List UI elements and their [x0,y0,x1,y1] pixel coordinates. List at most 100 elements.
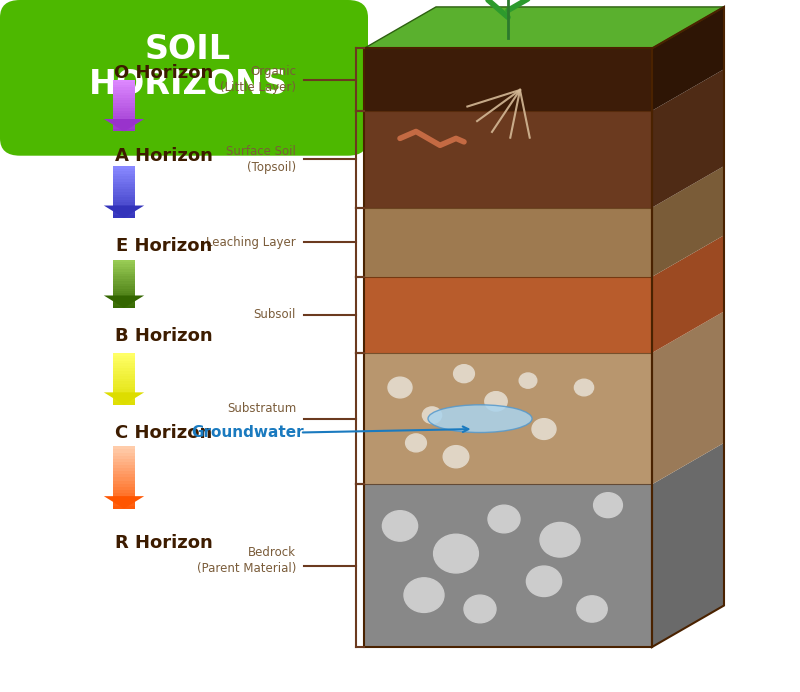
Bar [113,502,135,505]
Bar [113,269,135,271]
Bar [113,505,135,509]
Bar [113,480,135,484]
Bar [113,87,135,90]
Bar [364,208,652,277]
Bar [113,192,135,194]
Bar [113,260,135,262]
Text: R Horizon: R Horizon [115,534,213,552]
Polygon shape [652,166,724,277]
Bar [113,200,135,202]
Bar [113,376,135,379]
Bar [113,169,135,172]
Circle shape [532,419,556,439]
Text: Leaching Layer: Leaching Layer [206,236,296,248]
Bar [113,384,135,387]
Text: B Horizon: B Horizon [115,327,213,345]
Ellipse shape [428,405,532,432]
Bar [113,98,135,100]
Bar [113,477,135,480]
Bar [113,400,135,402]
Polygon shape [652,443,724,647]
Text: Substratum: Substratum [226,402,296,415]
Bar [113,298,135,300]
Bar [113,471,135,475]
Bar [113,116,135,118]
Text: Bedrock
(Parent Material): Bedrock (Parent Material) [197,546,296,575]
Bar [113,453,135,456]
Circle shape [485,392,507,411]
Bar [113,82,135,85]
Bar [113,202,135,205]
Bar [113,366,135,368]
Bar [113,500,135,502]
Polygon shape [104,295,144,308]
Bar [113,176,135,179]
Bar [364,48,652,111]
Bar [113,475,135,477]
Bar [113,353,135,356]
Circle shape [540,522,580,557]
Circle shape [406,434,426,452]
Circle shape [594,493,622,518]
Bar [113,374,135,376]
Bar [113,392,135,394]
Bar [113,289,135,291]
Bar [113,358,135,361]
Bar [364,353,652,484]
Bar [113,187,135,190]
Bar [113,90,135,93]
Text: O Horizon: O Horizon [114,64,214,82]
Bar [113,111,135,113]
Polygon shape [104,206,144,218]
Bar [113,462,135,465]
Text: E Horizon: E Horizon [116,237,212,255]
Bar [113,103,135,105]
Polygon shape [652,235,724,353]
Bar [113,284,135,286]
Bar [113,215,135,218]
Bar [113,274,135,277]
Bar [113,306,135,308]
Circle shape [574,379,594,396]
Bar [364,111,652,208]
Polygon shape [104,496,144,509]
Circle shape [519,373,537,388]
Bar [113,484,135,487]
Text: SOIL
HORIZONS: SOIL HORIZONS [89,33,287,102]
Bar [113,363,135,366]
Text: Groundwater: Groundwater [192,425,304,440]
Bar [113,300,135,303]
Bar [113,172,135,174]
Bar [113,368,135,371]
Bar [113,113,135,116]
Bar [113,361,135,363]
Circle shape [422,407,442,424]
Bar [113,174,135,176]
Bar [113,296,135,298]
Bar [113,303,135,306]
Bar [113,496,135,500]
Bar [113,184,135,187]
Bar [113,208,135,210]
FancyBboxPatch shape [0,0,368,156]
Circle shape [577,596,607,622]
Bar [113,121,135,124]
Text: Surface Soil
(Topsoil): Surface Soil (Topsoil) [226,145,296,174]
Bar [113,397,135,400]
Circle shape [404,578,444,612]
Bar [113,213,135,215]
Text: Organic
(Little Layer): Organic (Little Layer) [220,65,296,94]
Text: Subsoil: Subsoil [254,309,296,321]
Bar [113,282,135,284]
Bar [113,197,135,200]
Bar [113,279,135,282]
Bar [113,402,135,405]
Bar [113,181,135,184]
Bar [113,379,135,381]
Bar [113,291,135,293]
Circle shape [488,505,520,533]
Polygon shape [104,119,144,131]
Text: C Horizon: C Horizon [115,424,213,441]
Bar [113,129,135,131]
Bar [113,118,135,121]
